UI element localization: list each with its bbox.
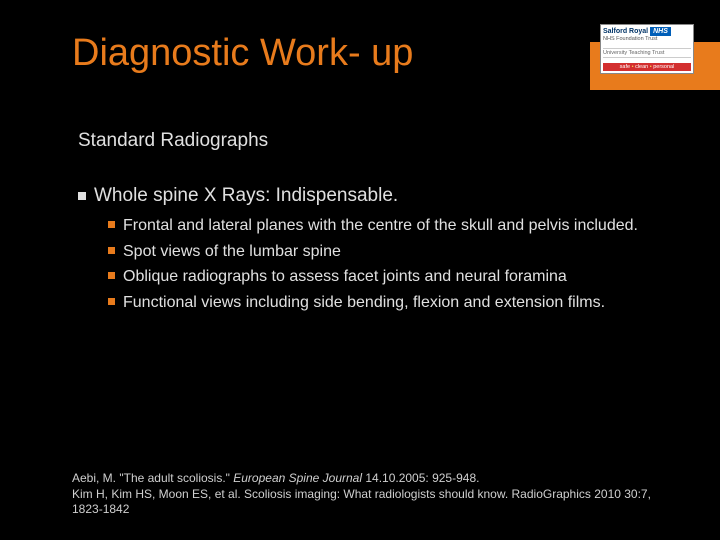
slide-subtitle: Standard Radiographs: [78, 130, 268, 152]
bullet-icon: [78, 192, 86, 200]
main-bullet-text: Whole spine X Rays: Indispensable.: [94, 185, 398, 207]
reference-line: Kim H, Kim HS, Moon ES, et al. Scoliosis…: [72, 487, 680, 518]
list-item-text: Oblique radiographs to assess facet join…: [123, 266, 567, 288]
slide-title: Diagnostic Work- up: [72, 32, 413, 75]
reference-line: Aebi, M. "The adult scoliosis." European…: [72, 471, 680, 487]
sub-bullet-list: Frontal and lateral planes with the cent…: [108, 215, 660, 317]
list-item: Functional views including side bending,…: [108, 292, 660, 314]
logo-org: Salford Royal: [603, 28, 648, 35]
bullet-icon: [108, 221, 115, 228]
main-bullet: Whole spine X Rays: Indispensable.: [78, 185, 398, 207]
references: Aebi, M. "The adult scoliosis." European…: [72, 471, 680, 518]
logo-trust: NHS Foundation Trust: [603, 36, 691, 42]
list-item-text: Functional views including side bending,…: [123, 292, 605, 314]
bullet-icon: [108, 247, 115, 254]
logo-nhs-badge: NHS: [650, 27, 671, 36]
list-item: Frontal and lateral planes with the cent…: [108, 215, 660, 237]
logo-subtitle: University Teaching Trust: [603, 48, 691, 58]
bullet-icon: [108, 298, 115, 305]
list-item-text: Spot views of the lumbar spine: [123, 241, 341, 263]
list-item: Spot views of the lumbar spine: [108, 241, 660, 263]
list-item: Oblique radiographs to assess facet join…: [108, 266, 660, 288]
org-logo: Salford Royal NHS NHS Foundation Trust U…: [600, 24, 694, 74]
bullet-icon: [108, 272, 115, 279]
logo-tagline: safe • clean • personal: [603, 63, 691, 71]
list-item-text: Frontal and lateral planes with the cent…: [123, 215, 638, 237]
